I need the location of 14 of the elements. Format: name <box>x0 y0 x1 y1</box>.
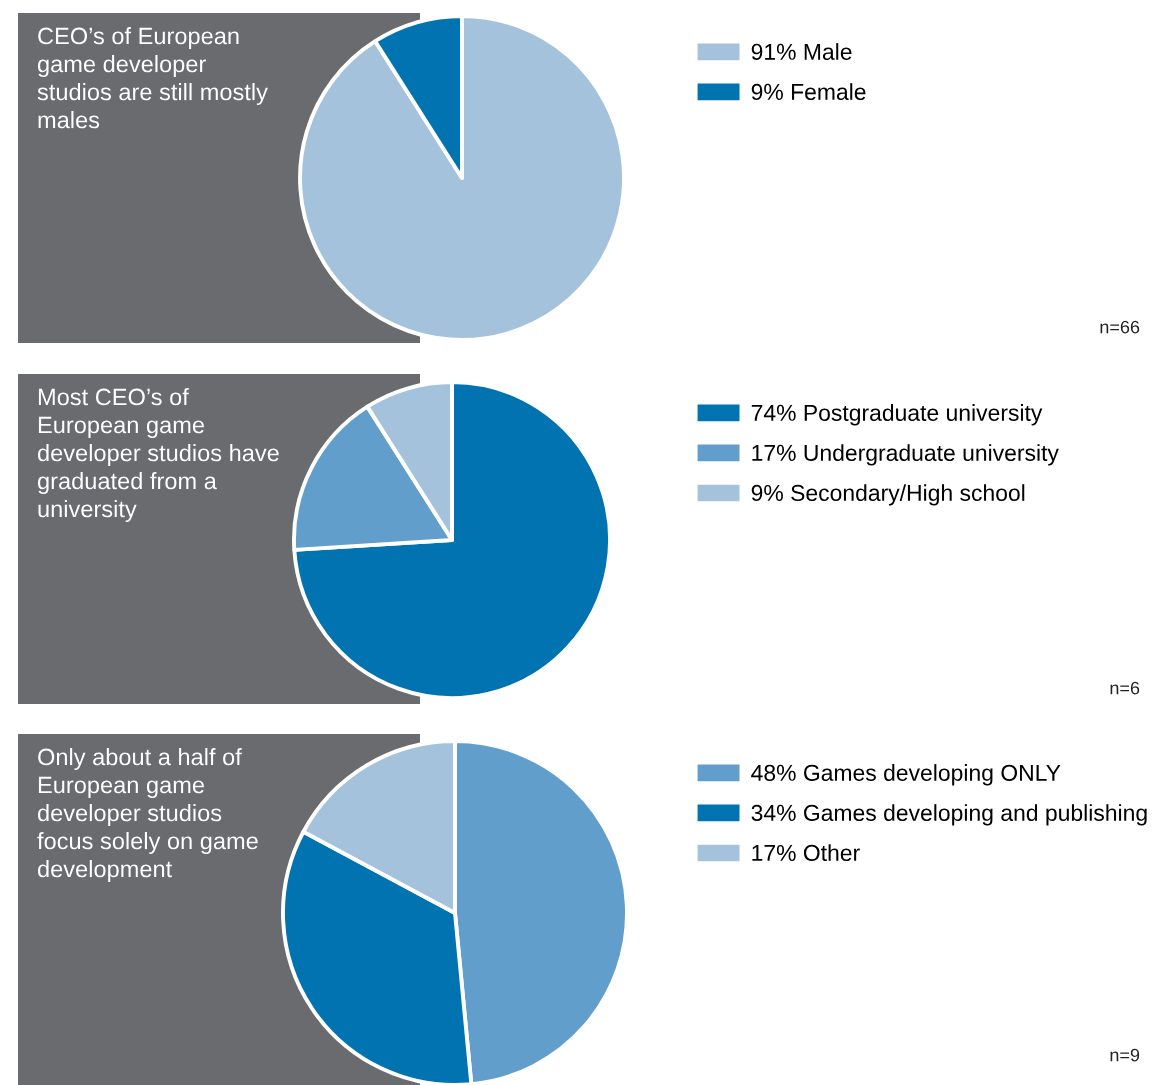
legend-label: 9% Female <box>751 83 866 100</box>
text: n=66 <box>1100 320 1140 334</box>
text: Only about a half of European game developer studios focus solely on game development <box>37 748 258 882</box>
legend-label: 91% Male <box>751 43 852 60</box>
legend-label: 17% Undergraduate university <box>752 444 1059 466</box>
text: n=6 <box>1110 681 1140 695</box>
legend-label: 74% Postgraduate university <box>751 404 1043 426</box>
text: CEO’s of European game developer studios are still mostly males <box>37 27 268 129</box>
slice-label: 48% Games developing ONLY <box>751 764 1061 786</box>
legend-label: 34% Games developing and publishing <box>751 804 1147 826</box>
text: n=9 <box>1110 1048 1140 1062</box>
text: Most CEO’s of European game developer studios have graduated from a university <box>37 388 279 522</box>
legend-label: 9% Secondary/High school <box>751 484 1025 506</box>
legend-label: 17% Other <box>752 844 860 862</box>
